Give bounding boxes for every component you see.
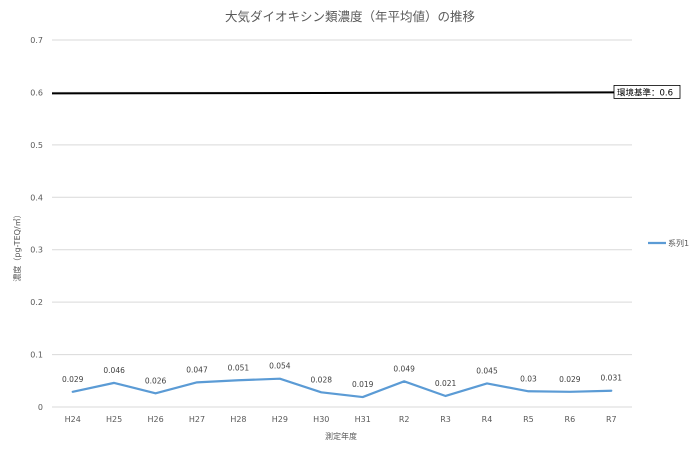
- y-axis-title: 濃度（pg-TEQ/㎥）: [12, 210, 22, 281]
- chart-title: 大気ダイオキシン類濃度（年平均値）の推移: [225, 9, 475, 24]
- data-label-12: 0.029: [559, 375, 581, 384]
- x-axis-ticks: H24 H25 H26 H27 H28 H29 H30 H31 R2 R3 R4 R5 R6 R7: [65, 415, 617, 424]
- legend: 系列1: [648, 238, 689, 248]
- data-label-1: 0.046: [103, 366, 125, 375]
- x-tick-label-9: R3: [440, 415, 451, 424]
- x-tick-label-7: H31: [355, 415, 371, 424]
- reference-label-box: [613, 85, 681, 99]
- series-group: [71, 377, 613, 399]
- y-tick-label-5: 0.5: [30, 141, 43, 150]
- reference-label: 環境基準：0.6: [617, 87, 673, 98]
- data-label-3: 0.047: [186, 365, 208, 374]
- y-axis-ticks: 0 0.1 0.2 0.3 0.4 0.5 0.6 0.7: [30, 36, 43, 412]
- data-label-10: 0.045: [476, 366, 498, 375]
- data-label-7: 0.019: [352, 380, 374, 389]
- x-tick-label-1: H25: [106, 415, 122, 424]
- series-line-series1: [71, 377, 613, 399]
- y-tick-label-0: 0: [38, 403, 43, 412]
- y-tick-label-7: 0.7: [30, 36, 43, 45]
- data-label-9: 0.021: [435, 379, 457, 388]
- data-label-8: 0.049: [393, 364, 415, 373]
- data-labels: 0.029 0.046 0.026 0.047 0.051 0.054 0.028 0.019…: [62, 362, 622, 389]
- x-tick-label-0: H24: [65, 415, 81, 424]
- data-label-4: 0.051: [228, 363, 250, 372]
- data-label-6: 0.028: [311, 375, 333, 384]
- x-tick-label-13: R7: [606, 415, 617, 424]
- y-tick-label-3: 0.3: [30, 246, 43, 255]
- data-label-2: 0.026: [145, 376, 167, 385]
- x-tick-label-6: H30: [313, 415, 329, 424]
- legend-label-series1: 系列1: [668, 238, 689, 248]
- data-label-5: 0.054: [269, 362, 291, 371]
- x-tick-label-11: R5: [523, 415, 534, 424]
- reference-line-group: 環境基準：0.6: [51, 85, 681, 99]
- x-tick-label-2: H26: [147, 415, 163, 424]
- x-tick-label-3: H27: [189, 415, 205, 424]
- y-tick-label-6: 0.6: [30, 88, 43, 97]
- x-tick-label-5: H29: [272, 415, 288, 424]
- reference-line: [51, 91, 615, 95]
- y-tick-label-1: 0.1: [30, 351, 43, 360]
- data-label-11: 0.03: [520, 374, 537, 383]
- gridlines: [52, 39, 632, 408]
- y-tick-label-2: 0.2: [30, 298, 43, 307]
- x-tick-label-10: R4: [482, 415, 493, 424]
- x-tick-label-4: H28: [230, 415, 246, 424]
- x-tick-label-8: R2: [399, 415, 410, 424]
- x-axis-title: 測定年度: [325, 431, 357, 441]
- data-label-13: 0.031: [601, 374, 623, 383]
- data-label-0: 0.029: [62, 375, 84, 384]
- x-tick-label-12: R6: [565, 415, 576, 424]
- y-tick-label-4: 0.4: [30, 193, 43, 202]
